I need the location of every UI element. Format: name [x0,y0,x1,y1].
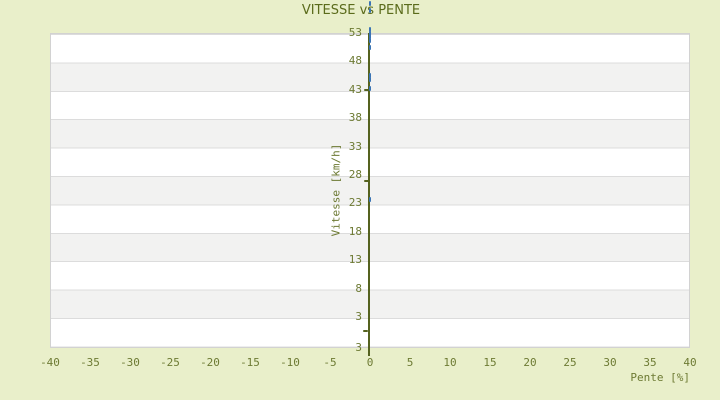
x-tick-label: 30 [603,356,617,369]
x-tick-label: 10 [443,356,457,369]
x-tick-label: 25 [563,356,577,369]
data-point-marker [369,38,371,44]
x-tick-label: -5 [323,356,337,369]
y-tick-label: 38 [348,111,362,125]
x-tick-label: -40 [40,356,60,369]
data-point-marker [369,197,371,203]
x-tick-label: -10 [280,356,300,369]
x-tick-label: 35 [643,356,657,369]
data-point-marker [364,179,370,182]
y-tick-label: 13 [348,253,362,267]
data-point-marker [369,72,371,78]
x-tick-label: -15 [240,356,260,369]
data-point-marker [364,88,370,91]
data-point-marker [369,85,371,91]
x-tick-label: 5 [406,356,414,369]
y-tick-label: 28 [348,168,362,181]
y-tick-label: 8 [355,281,362,295]
x-tick-label: -25 [160,356,180,369]
data-point-marker [369,26,371,32]
x-tick-label: 15 [483,356,497,369]
y-axis-zero-line [368,33,370,356]
x-tick-label: -30 [120,356,140,369]
y-tick-label: 53 [348,26,362,39]
data-point-marker [369,44,371,50]
y-tick-label: 43 [348,82,362,96]
x-tick-label: 0 [366,356,374,369]
data-point-marker [362,330,368,333]
x-tick-label: 40 [683,356,697,369]
y-tick-label: 18 [348,224,362,238]
y-axis-min-label: 3 [355,341,362,354]
data-point-marker [369,0,371,6]
x-tick-label: 20 [523,356,537,369]
y-tick-label: 23 [348,196,362,210]
y-tick-label: 48 [348,54,362,68]
y-tick-label: 3 [355,310,362,323]
data-point-marker [369,7,371,13]
x-axis-title: Pente [%] [630,371,690,384]
data-point-marker [369,30,371,36]
y-tick-label: 33 [348,139,362,153]
data-point-marker [369,76,371,82]
data-point-marker [369,34,371,40]
x-tick-label: -20 [200,356,220,369]
x-tick-label: -35 [80,356,100,369]
y-axis-title: Vitesse [km/h] [329,143,343,237]
chart-title: VITESSE vs PENTE [301,3,421,18]
